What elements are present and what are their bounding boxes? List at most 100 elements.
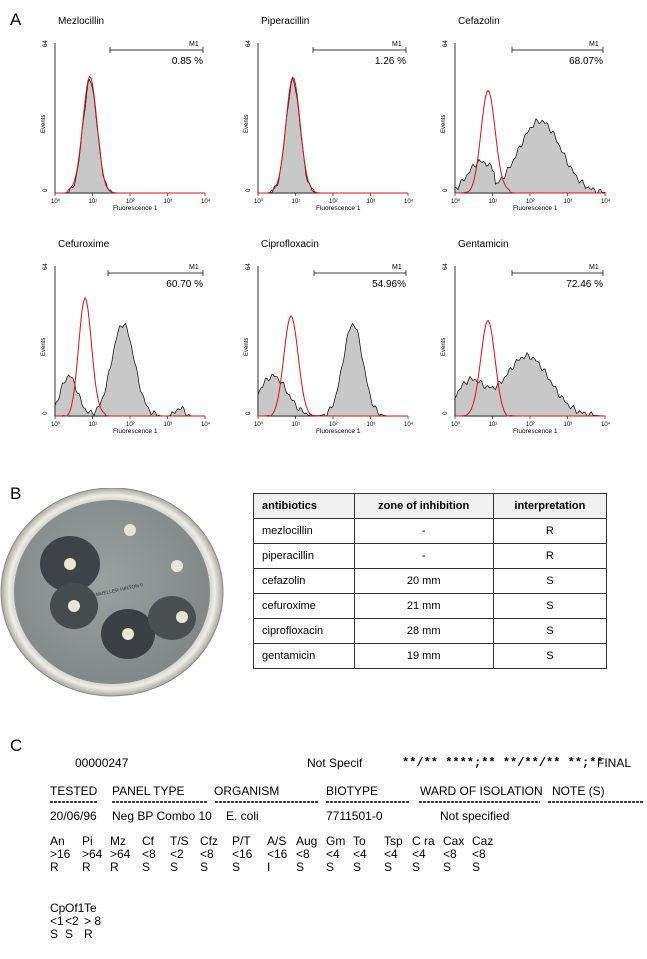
- report-masked-date: **/** ****;** **/**/** **;**: [402, 756, 604, 770]
- gate-percent: 54.96%: [372, 279, 406, 290]
- mic-abbr: Cfz: [200, 834, 218, 848]
- report-not-specif: Not Specif: [307, 756, 363, 770]
- x-tick-label: 10¹: [89, 422, 98, 428]
- table-cell: S: [492, 618, 608, 644]
- x-tick-label: 10¹: [292, 199, 301, 205]
- x-tick-label: 10⁴: [601, 421, 611, 428]
- report-value: 20/06/96: [50, 809, 97, 823]
- histogram-ciprofloxacin: Ciprofloxacin 10⁰ 10¹ 10² 10³ 10⁴ 64 0 Events Flu…: [238, 239, 428, 458]
- m1-label: M1: [189, 41, 199, 48]
- control-histogram: [257, 76, 408, 194]
- gate-percent: 1.26 %: [375, 56, 406, 67]
- mic-entry: Cfz <8 S: [200, 835, 218, 874]
- mic-entry: Caz <8 S: [472, 835, 493, 874]
- mic-entry: Pi >64 R: [82, 835, 102, 874]
- table-header: zone of inhibition: [353, 493, 494, 519]
- table-cell: R: [492, 543, 608, 569]
- report-value: Not specified: [440, 809, 510, 823]
- x-tick-label: 10⁴: [404, 198, 414, 205]
- mic-abbr: Gm: [326, 834, 346, 848]
- mic-mic: <8: [200, 847, 214, 861]
- mic-sir: S: [296, 860, 305, 874]
- table-row: cefuroxime 21 mm S: [253, 593, 608, 619]
- m1-label: M1: [589, 264, 599, 271]
- histogram-title: Mezlocillin: [58, 16, 105, 27]
- table-cell: 20 mm: [353, 568, 494, 594]
- histogram-piperacillin: Piperacillin 10⁰ 10¹ 10² 10³ 10⁴ 64 0 Events Fluo…: [238, 16, 428, 235]
- mic-entry: Tsp <4 S: [384, 835, 403, 874]
- mic-sir: S: [353, 860, 362, 874]
- mic-abbr: Caz: [472, 834, 494, 848]
- x-tick-label: 10⁰: [51, 198, 61, 205]
- mic-entry: Cax <8 S: [443, 835, 464, 874]
- mic-abbr: Tsp: [384, 834, 403, 848]
- histogram-plot: 10⁰ 10¹ 10² 10³ 10⁴ 64 0 Events Fluorescence 1 M1…: [244, 263, 414, 435]
- report-id: 00000247: [75, 756, 129, 770]
- mic-sir: S: [443, 860, 452, 874]
- table-cell: ciprofloxacin: [253, 618, 355, 644]
- mic-mic: <8: [296, 847, 310, 861]
- table-cell: piperacillin: [253, 543, 355, 569]
- x-tick-label: 10³: [367, 422, 376, 428]
- mic-mic: <1: [50, 914, 64, 928]
- x-tick-label: 10²: [526, 199, 535, 205]
- table-cell: 21 mm: [353, 593, 494, 619]
- mic-sir: S: [326, 860, 335, 874]
- x-tick-label: 10⁰: [254, 198, 264, 205]
- panel-label-c: C: [10, 736, 23, 755]
- x-tick-label: 10⁴: [601, 198, 611, 205]
- disc: [124, 524, 136, 536]
- mic-entry: A/S <16 I: [267, 835, 287, 874]
- panel-label-a: A: [10, 10, 22, 29]
- table-row: piperacillin - R: [253, 543, 608, 569]
- table-header: interpretation: [492, 493, 608, 519]
- mic-abbr: C ra: [412, 834, 435, 848]
- control-histogram: [54, 75, 205, 194]
- mic-abbr: Pi: [82, 834, 93, 848]
- x-tick-label: 10⁰: [51, 421, 61, 428]
- mic-abbr: T/S: [170, 834, 189, 848]
- disc: [176, 611, 188, 623]
- y-tick-label: 64: [43, 40, 49, 47]
- y-axis-label: Events: [441, 115, 447, 133]
- m1-gate-bar: [107, 270, 204, 276]
- histogram-title: Piperacillin: [261, 16, 310, 27]
- gate-percent: 72.46 %: [566, 279, 603, 290]
- x-axis-label: Fluorescence 1: [513, 205, 558, 212]
- report-header: ORGANISM: [214, 784, 280, 798]
- histogram-title: Cefuroxime: [58, 239, 110, 250]
- x-tick-label: 10¹: [489, 422, 498, 428]
- mic-abbr: Mz: [110, 834, 126, 848]
- mic-sir: S: [472, 860, 481, 874]
- x-tick-label: 10¹: [89, 199, 98, 205]
- mic-mic: <16: [232, 847, 253, 861]
- mic-mic: >64: [110, 847, 131, 861]
- x-tick-label: 10³: [564, 199, 573, 205]
- histogram-plot: 10⁰ 10¹ 10² 10³ 10⁴ 64 0 Events Fluorescence 1 M1…: [41, 40, 211, 212]
- report-value: E. coli: [226, 809, 259, 823]
- x-tick-label: 10⁴: [201, 421, 211, 428]
- mic-entry: An >16 R: [50, 835, 70, 874]
- m1-gate-bar: [109, 47, 204, 53]
- table-cell: S: [492, 568, 608, 594]
- m1-label: M1: [392, 264, 402, 271]
- mic-sir: R: [82, 860, 91, 874]
- y-tick-label: 0: [246, 411, 252, 415]
- x-tick-label: 10⁰: [254, 421, 264, 428]
- mic-abbr: Cp: [50, 901, 66, 915]
- mic-abbr: Te: [84, 901, 97, 915]
- treated-histogram: [454, 118, 606, 194]
- table-cell: 19 mm: [353, 643, 494, 669]
- table-row: mezlocillin - R: [253, 518, 608, 544]
- y-tick-label: 64: [43, 263, 49, 270]
- x-tick-label: 10³: [164, 422, 173, 428]
- histogram-title: Cefazolin: [458, 16, 500, 27]
- x-tick-label: 10⁴: [404, 421, 414, 428]
- mic-sir: R: [50, 860, 59, 874]
- x-axis-label: Fluorescence 1: [113, 428, 158, 435]
- control-histogram: [54, 296, 205, 417]
- disc: [64, 558, 76, 570]
- report-value: Neg BP Combo 10: [112, 809, 212, 823]
- report-value: 7711501-0: [326, 809, 383, 823]
- y-tick-label: 64: [443, 40, 449, 47]
